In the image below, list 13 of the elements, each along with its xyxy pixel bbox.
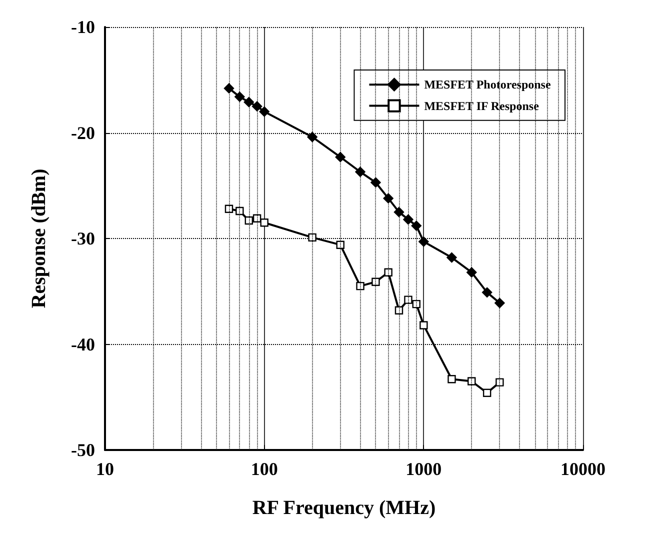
x-tick-label: 100 bbox=[250, 459, 278, 479]
y-axis-title: Response (dBm) bbox=[28, 168, 50, 308]
x-tick-label: 1000 bbox=[406, 459, 442, 479]
legend-label: MESFET Photoresponse bbox=[424, 78, 552, 92]
legend-label: MESFET IF Response bbox=[424, 98, 540, 113]
y-tick-label: -10 bbox=[71, 17, 95, 37]
x-tick-label: 10000 bbox=[560, 459, 606, 479]
y-tick-label: -40 bbox=[71, 334, 95, 354]
x-tick-label: 10 bbox=[96, 459, 114, 479]
y-tick-label: -50 bbox=[71, 440, 95, 460]
y-tick-label: -20 bbox=[71, 122, 95, 143]
x-axis-title: RF Frequency (MHz) bbox=[252, 497, 436, 519]
y-tick-label: -30 bbox=[71, 228, 95, 248]
